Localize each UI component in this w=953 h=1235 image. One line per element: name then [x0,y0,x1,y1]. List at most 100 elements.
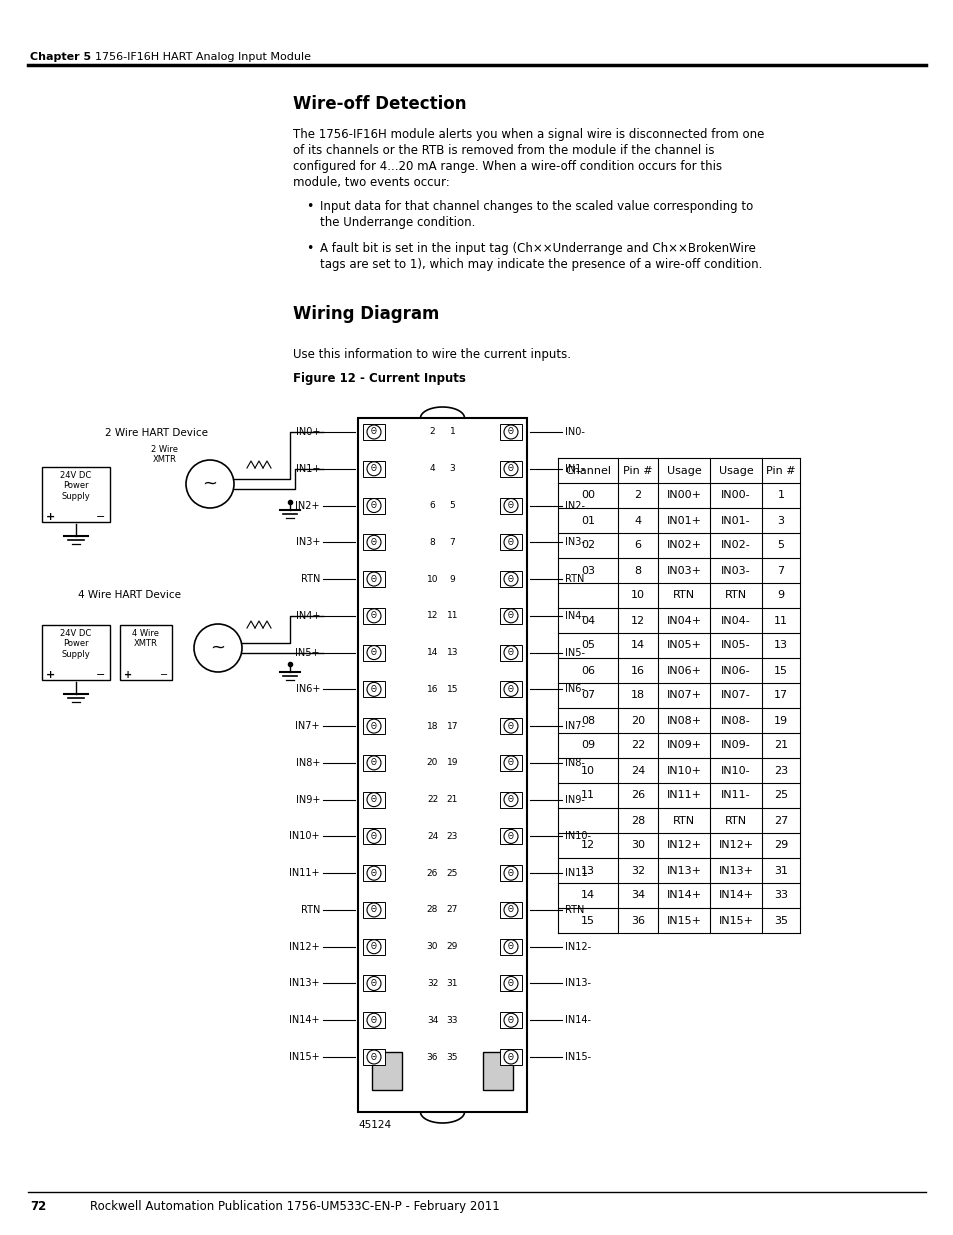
Text: IN08+: IN08+ [666,715,700,725]
Text: 5: 5 [449,501,455,510]
Bar [499,1013,521,1029]
Bar [499,792,521,808]
Text: IN4-: IN4- [564,611,584,621]
Bar [499,608,521,624]
Text: 24: 24 [426,832,437,841]
Text: IN12+: IN12+ [666,841,700,851]
Text: Θ: Θ [371,1052,376,1062]
Bar [363,792,385,808]
Text: Θ: Θ [371,979,376,988]
Text: IN12+: IN12+ [289,942,319,952]
Text: Θ: Θ [508,758,514,767]
Text: RTN: RTN [724,590,746,600]
Circle shape [367,535,380,550]
Text: 10: 10 [630,590,644,600]
Text: 10: 10 [580,766,595,776]
Bar [499,755,521,771]
Text: 12: 12 [630,615,644,625]
Text: 23: 23 [773,766,787,776]
Text: 2 Wire
XMTR: 2 Wire XMTR [152,445,178,464]
Text: Θ: Θ [371,905,376,914]
Text: 23: 23 [446,832,457,841]
Text: 11: 11 [580,790,595,800]
Bar [363,829,385,845]
Circle shape [503,1050,517,1065]
Text: RTN: RTN [672,590,695,600]
Text: Θ: Θ [508,685,514,694]
Text: IN12-: IN12- [564,942,591,952]
Text: 22: 22 [630,741,644,751]
Text: IN05-: IN05- [720,641,750,651]
Text: 13: 13 [446,648,457,657]
Text: IN5-: IN5- [564,647,584,657]
Bar [363,682,385,698]
Circle shape [367,903,380,916]
Circle shape [503,499,517,513]
Text: IN8-: IN8- [564,758,584,768]
Text: 3: 3 [449,464,455,473]
Text: IN14-: IN14- [564,1015,590,1025]
Bar [499,829,521,845]
Text: The 1756-IF16H module alerts you when a signal wire is disconnected from one: The 1756-IF16H module alerts you when a … [293,128,763,141]
Text: IN10-: IN10- [564,831,590,841]
Bar [499,976,521,992]
Text: configured for 4...20 mA range. When a wire-off condition occurs for this: configured for 4...20 mA range. When a w… [293,161,721,173]
Bar [363,608,385,624]
Text: 34: 34 [426,1015,437,1025]
Circle shape [367,683,380,697]
Text: +: + [124,671,132,680]
Text: 4: 4 [429,464,435,473]
Text: tags are set to 1), which may indicate the presence of a wire-off condition.: tags are set to 1), which may indicate t… [319,258,761,270]
Text: 19: 19 [773,715,787,725]
Text: Rockwell Automation Publication 1756-UM533C-EN-P - February 2011: Rockwell Automation Publication 1756-UM5… [90,1200,499,1213]
Circle shape [503,719,517,734]
Bar [482,1052,513,1091]
Circle shape [503,572,517,587]
Text: 07: 07 [580,690,595,700]
Text: IN5+: IN5+ [295,647,319,657]
Text: 19: 19 [446,758,457,767]
Text: 1: 1 [449,427,455,436]
Circle shape [367,866,380,881]
Text: 24V DC
Power
Supply: 24V DC Power Supply [60,629,91,658]
Circle shape [503,940,517,953]
Text: IN2-: IN2- [564,500,584,510]
Text: IN13+: IN13+ [289,978,319,988]
Text: 06: 06 [580,666,595,676]
Text: A fault bit is set in the input tag (Ch××Underrange and Ch××BrokenWire: A fault bit is set in the input tag (Ch×… [319,242,755,254]
Text: 27: 27 [446,905,457,914]
Text: IN11-: IN11- [564,868,590,878]
Text: 12: 12 [580,841,595,851]
Text: IN8+: IN8+ [295,758,319,768]
Text: 02: 02 [580,541,595,551]
Text: RTN: RTN [724,815,746,825]
Text: Θ: Θ [371,464,376,473]
Text: IN13-: IN13- [564,978,590,988]
Bar [499,1049,521,1065]
Bar [372,1052,401,1091]
Text: Use this information to wire the current inputs.: Use this information to wire the current… [293,348,571,361]
Text: ~: ~ [211,638,225,657]
Text: Θ: Θ [371,868,376,878]
Text: 26: 26 [630,790,644,800]
Bar [357,417,526,1112]
Text: Θ: Θ [508,942,514,951]
Text: IN3+: IN3+ [295,537,319,547]
Bar [363,976,385,992]
Text: Θ: Θ [371,427,376,436]
Text: 21: 21 [446,795,457,804]
Circle shape [503,977,517,990]
Text: 01: 01 [580,515,595,526]
Circle shape [503,756,517,769]
Text: 21: 21 [773,741,787,751]
Text: Θ: Θ [508,795,514,804]
Bar [363,902,385,918]
Text: Θ: Θ [508,611,514,620]
Bar [363,645,385,661]
Circle shape [503,425,517,438]
Text: 16: 16 [630,666,644,676]
Text: IN04+: IN04+ [666,615,700,625]
Text: 24V DC
Power
Supply: 24V DC Power Supply [60,471,91,501]
Text: RTN: RTN [564,905,584,915]
Text: Figure 12 - Current Inputs: Figure 12 - Current Inputs [293,372,465,385]
